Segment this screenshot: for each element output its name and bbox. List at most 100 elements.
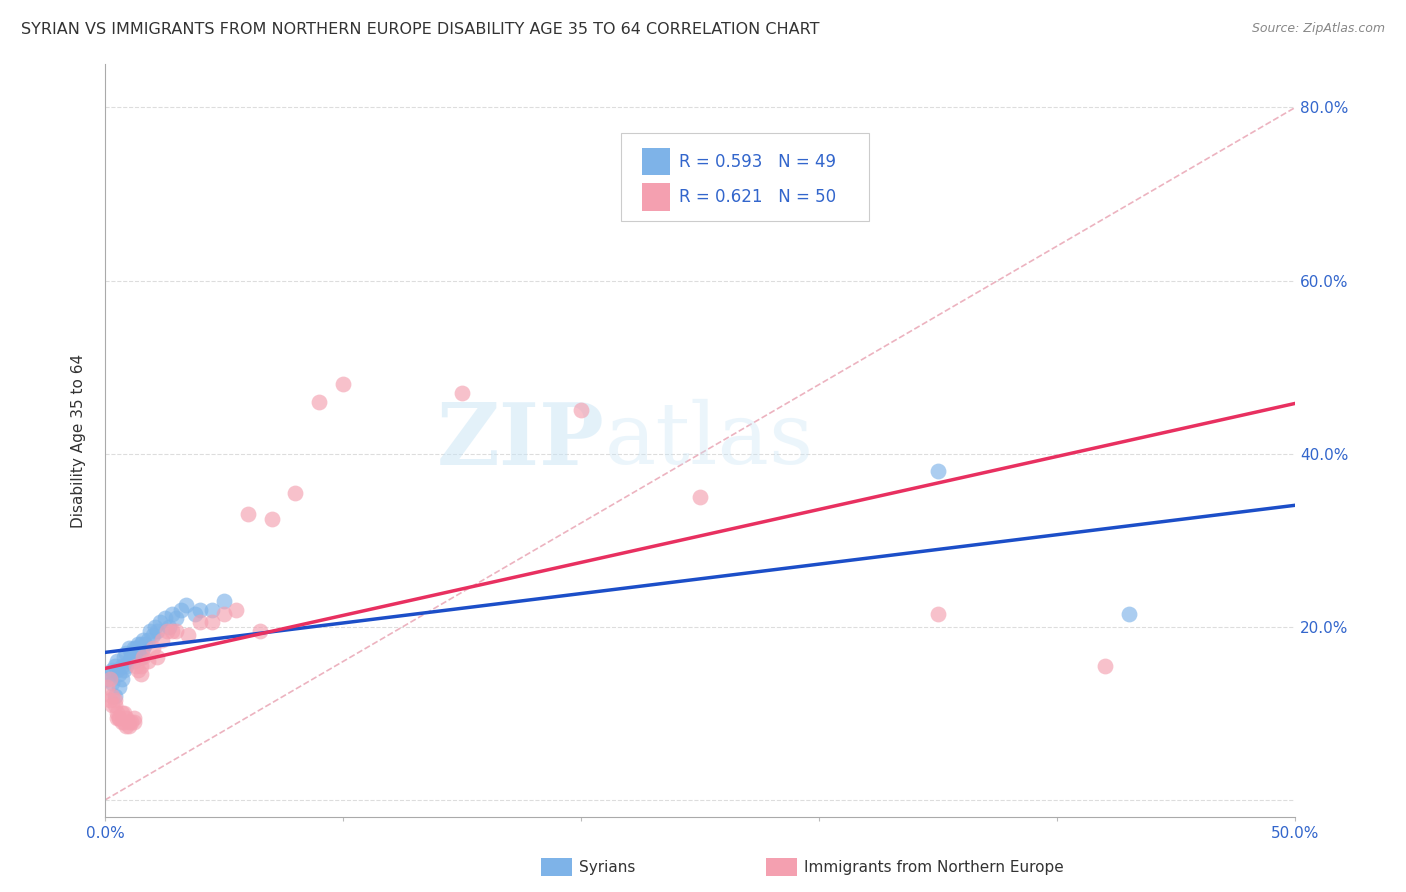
Point [188,602,211,616]
Point [129,658,152,673]
Point [136,632,159,647]
Point [115,719,138,733]
Point [201,615,224,630]
Point [142,628,165,642]
Point [108,711,131,725]
Point [149,615,172,630]
Point [127,646,149,660]
Point [112,714,135,729]
Text: SYRIAN VS IMMIGRANTS FROM NORTHERN EUROPE DISABILITY AGE 35 TO 64 CORRELATION CH: SYRIAN VS IMMIGRANTS FROM NORTHERN EUROP… [21,22,820,37]
Point [105,655,128,669]
Point [98,672,121,686]
Point [177,628,200,642]
Point [125,658,148,673]
Point [103,698,125,712]
Point [120,714,142,729]
Point [108,667,131,681]
Point [1118,607,1140,621]
Point [569,403,592,417]
Point [174,598,197,612]
Point [1094,658,1116,673]
Point [103,658,125,673]
Point [105,706,128,721]
Text: R = 0.621   N = 50: R = 0.621 N = 50 [679,188,835,206]
Point [101,689,124,703]
Point [153,611,176,625]
Point [101,663,124,677]
Point [120,646,142,660]
Point [105,663,128,677]
Point [96,672,118,686]
Point [150,632,173,647]
Point [129,667,152,681]
Point [105,711,128,725]
Point [165,611,187,625]
Point [122,714,145,729]
Point [188,615,211,630]
Point [108,711,131,725]
Point [127,663,149,677]
Text: atlas: atlas [605,399,814,483]
Point [118,641,141,656]
Point [157,620,180,634]
Point [160,624,183,639]
Point [111,714,134,729]
Point [115,711,138,725]
Point [118,714,141,729]
Point [201,602,224,616]
Point [136,655,159,669]
Point [146,624,169,639]
Point [184,607,207,621]
Point [122,711,145,725]
Point [118,655,141,669]
Point [101,698,124,712]
Point [112,650,135,665]
Point [927,464,949,478]
Point [132,641,155,656]
Point [111,706,134,721]
Point [111,672,134,686]
Point [132,650,155,665]
Text: Immigrants from Northern Europe: Immigrants from Northern Europe [804,860,1064,874]
Point [103,689,125,703]
Text: Source: ZipAtlas.com: Source: ZipAtlas.com [1251,22,1385,36]
Text: Syrians: Syrians [579,860,636,874]
Point [146,650,169,665]
Point [927,607,949,621]
Point [143,620,166,634]
Point [236,508,259,522]
Point [212,594,235,608]
Point [101,676,124,690]
Point [451,386,474,401]
Point [689,490,711,504]
Point [127,637,149,651]
Point [118,719,141,733]
Text: ZIP: ZIP [437,399,605,483]
Point [112,663,135,677]
Point [132,632,155,647]
Point [98,693,121,707]
Y-axis label: Disability Age 35 to 64: Disability Age 35 to 64 [72,353,86,528]
Point [98,667,121,681]
Point [111,658,134,673]
Point [129,637,152,651]
Point [284,485,307,500]
Point [96,681,118,695]
Point [108,681,131,695]
Point [115,646,138,660]
Point [122,641,145,656]
Point [129,650,152,665]
Point [115,658,138,673]
Point [160,607,183,621]
Point [103,693,125,707]
Point [260,511,283,525]
Point [125,641,148,656]
Point [134,637,156,651]
Point [142,641,165,656]
Point [122,655,145,669]
Point [170,602,193,616]
Point [212,607,235,621]
Point [112,706,135,721]
Point [225,602,247,616]
Point [308,394,330,409]
